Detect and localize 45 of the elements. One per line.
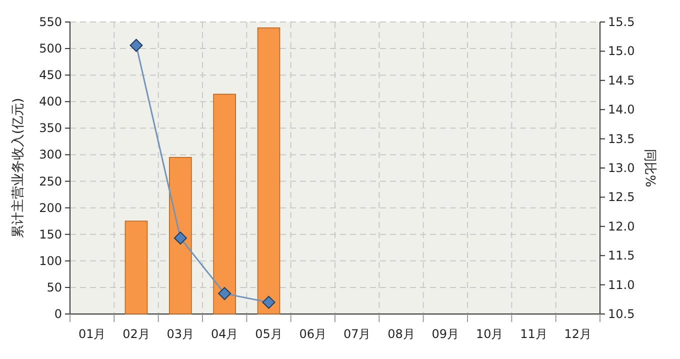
y-tick-label: 350 — [39, 121, 62, 136]
y-tick-label: 150 — [39, 227, 62, 242]
y-tick-label: 0 — [54, 307, 62, 321]
bar — [169, 156, 192, 314]
y-tick-label: 300 — [39, 148, 62, 162]
x-tick-label: 08月 — [388, 327, 415, 341]
y2-tick-label: 14.5 — [608, 73, 635, 88]
point — [262, 296, 276, 309]
y2-axis-title: 同比% — [642, 148, 657, 188]
y2-tick-label: 10.5 — [608, 307, 635, 321]
point — [130, 38, 143, 52]
bar — [124, 220, 148, 314]
x-tick-label: 03月 — [166, 327, 194, 341]
y2-tick-label: 13.0 — [608, 161, 635, 175]
y-tick-label: 450 — [39, 68, 62, 82]
x-tick-label: 05月 — [255, 327, 282, 341]
y-tick-label: 500 — [39, 42, 62, 56]
bar — [257, 27, 280, 314]
x-tick-label: 01月 — [78, 327, 106, 341]
y-tick-label: 50 — [46, 280, 62, 294]
y2-tick-label: 12.5 — [608, 190, 635, 204]
point — [174, 232, 187, 245]
y2-tick-label: 11.5 — [608, 248, 635, 263]
y2-tick-label: 12.0 — [608, 219, 635, 234]
y-tick-label: 250 — [39, 174, 62, 188]
y-tick-label: 550 — [39, 15, 62, 29]
y-tick-label: 400 — [39, 94, 62, 109]
y2-tick-label: 14.0 — [608, 102, 635, 117]
x-tick-label: 11月 — [520, 327, 548, 341]
x-tick-label: 07月 — [343, 327, 371, 341]
x-tick-label: 04月 — [210, 327, 238, 341]
y-axis-title: 累计主营业务收入(亿元) — [10, 98, 26, 238]
y-tick-label: 200 — [39, 200, 62, 215]
x-tick-label: 09月 — [432, 327, 460, 341]
y2-tick-label: 11.0 — [608, 278, 635, 292]
bar — [213, 94, 236, 314]
x-tick-label: 12月 — [564, 327, 592, 341]
y2-tick-label: 15.0 — [608, 44, 635, 58]
x-tick-label: 10月 — [476, 327, 504, 341]
y2-tick-label: 13.5 — [608, 132, 635, 146]
y-tick-label: 100 — [39, 254, 62, 268]
point — [218, 287, 232, 300]
y2-tick-label: 15.5 — [608, 15, 635, 29]
x-tick-label: 06月 — [299, 327, 327, 341]
x-tick-label: 02月 — [122, 327, 150, 341]
